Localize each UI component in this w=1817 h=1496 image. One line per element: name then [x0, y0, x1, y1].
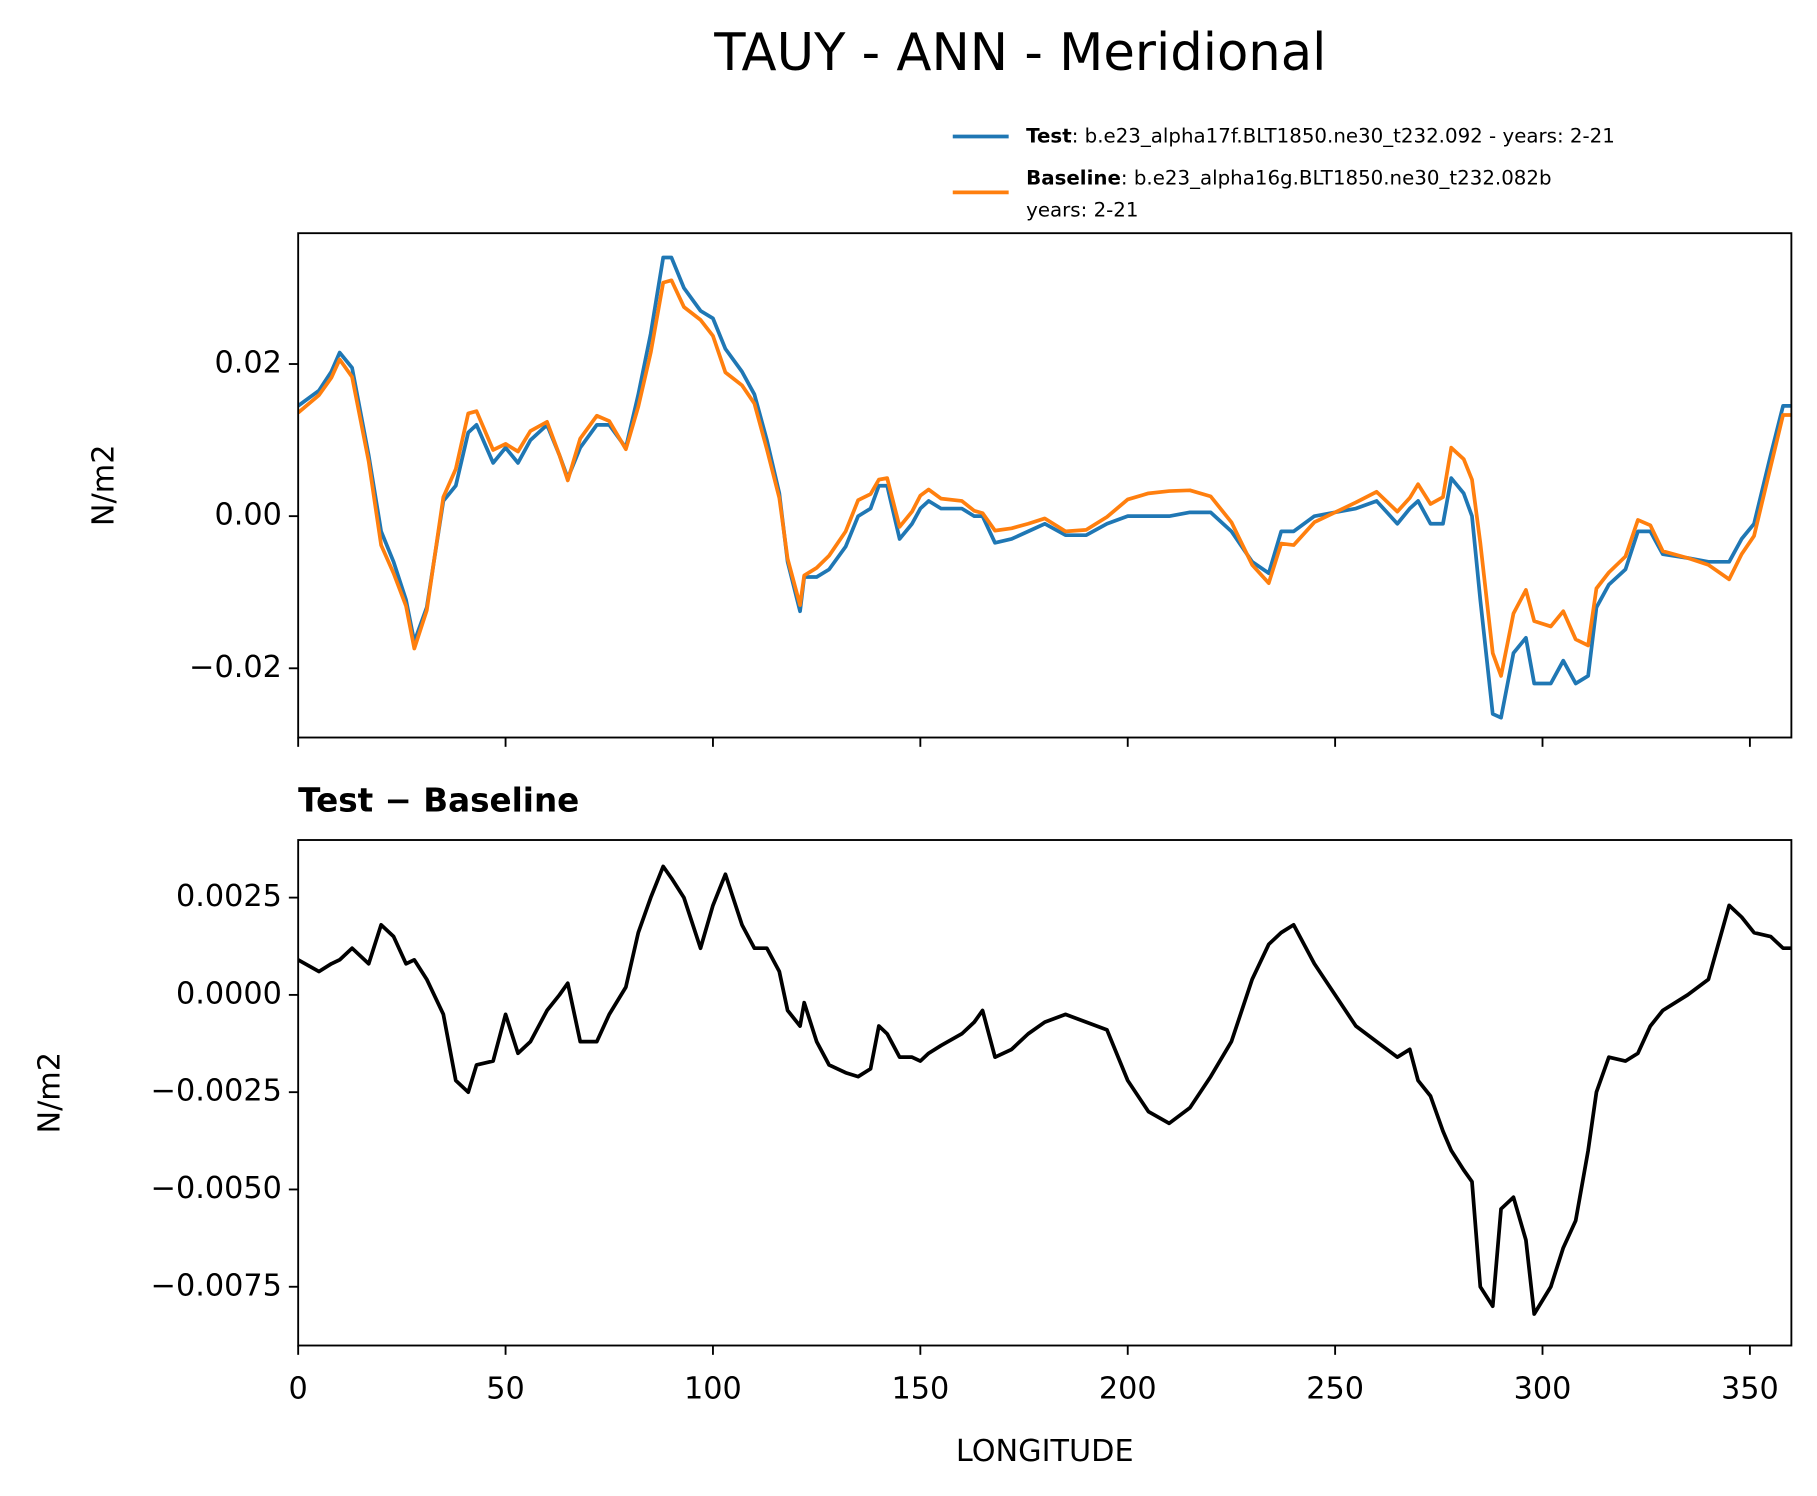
axes-frame — [297, 232, 1793, 739]
y-tick-label: 0.02 — [214, 346, 281, 381]
x-tick-label: 0 — [289, 1371, 308, 1406]
legend-description: : b.e23_alpha16g.BLT1850.ne30_t232.082b — [1121, 166, 1552, 189]
y-tick-label: −0.0050 — [151, 1171, 282, 1206]
x-axis-label: LONGITUDE — [956, 1434, 1134, 1469]
x-tick-label: 150 — [891, 1371, 949, 1406]
y-axis-label: N/m2 — [86, 445, 121, 527]
data-line — [298, 864, 1792, 1316]
figure-title: TAUY - ANN - Meridional — [713, 23, 1326, 83]
x-tick-label: 300 — [1514, 1371, 1572, 1406]
legend-description: years: 2-21 — [1026, 199, 1138, 222]
data-line — [298, 278, 1792, 678]
y-tick-label: 0.0000 — [176, 976, 282, 1011]
y-tick-label: −0.02 — [189, 650, 282, 685]
legend-name: Baseline — [1026, 166, 1121, 189]
x-tick-label: 250 — [1306, 1371, 1364, 1406]
legend-name: Test — [1026, 124, 1072, 147]
y-tick-label: 0.0025 — [176, 879, 282, 914]
data-line — [298, 255, 1792, 720]
x-tick-label: 350 — [1721, 1371, 1779, 1406]
legend-label: Test: b.e23_alpha17f.BLT1850.ne30_t232.0… — [1026, 124, 1615, 147]
x-tick-label: 200 — [1099, 1371, 1157, 1406]
legend-description: : b.e23_alpha17f.BLT1850.ne30_t232.092 -… — [1072, 124, 1615, 147]
x-tick-label: 50 — [486, 1371, 525, 1406]
legend-label: Baseline: b.e23_alpha16g.BLT1850.ne30_t2… — [1026, 166, 1551, 189]
y-tick-label: −0.0075 — [151, 1268, 282, 1303]
y-axis-label: N/m2 — [33, 1052, 68, 1134]
y-tick-label: −0.0025 — [151, 1074, 282, 1109]
axes-title: Test − Baseline — [298, 782, 579, 820]
axes-frame — [297, 839, 1793, 1347]
x-tick-label: 100 — [684, 1371, 742, 1406]
y-tick-label: 0.00 — [214, 498, 281, 533]
